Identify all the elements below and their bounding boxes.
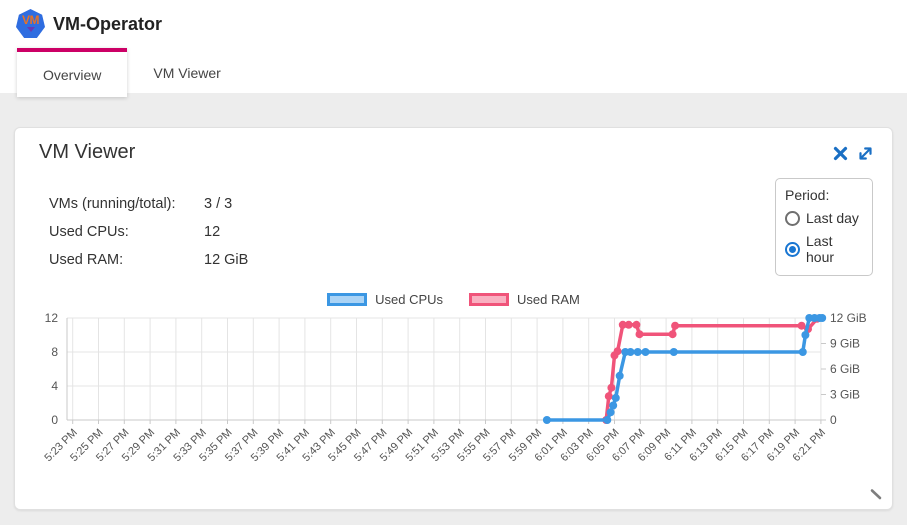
app-title: VM-Operator <box>53 14 163 34</box>
period-label: Period: <box>785 187 830 203</box>
expand-icon[interactable] <box>857 145 874 162</box>
resize-handle-icon[interactable] <box>869 488 883 501</box>
svg-text:12 GiB: 12 GiB <box>830 311 867 325</box>
vm-operator-logo-icon: VM <box>16 9 45 38</box>
svg-text:4: 4 <box>51 379 58 393</box>
period-selector: Period: Last day Last hour <box>775 178 873 276</box>
radio-last-day-label: Last day <box>806 210 859 226</box>
content-area: VM Viewer VMs (running/total): 3 / 3 <box>0 93 907 525</box>
legend-swatch-cpus <box>327 293 368 306</box>
stat-vms-label: VMs (running/total): <box>49 196 176 212</box>
chart-legend: Used CPUs Used RAM <box>15 292 892 307</box>
stats-list: VMs (running/total): 3 / 3 Used CPUs: 12… <box>49 190 248 274</box>
stat-ram-value: 12 GiB <box>204 252 249 268</box>
legend-label-ram: Used RAM <box>517 292 580 307</box>
tab-overview-label: Overview <box>43 66 102 83</box>
stat-vms: VMs (running/total): 3 / 3 <box>49 190 248 218</box>
tab-vm-viewer[interactable]: VM Viewer <box>127 48 246 93</box>
stat-cpus-value: 12 <box>204 224 221 240</box>
card-actions <box>833 145 874 162</box>
stat-ram-label: Used RAM: <box>49 252 124 268</box>
period-option-last-hour[interactable]: Last hour <box>785 233 863 265</box>
stat-vms-value: 3 / 3 <box>204 196 233 212</box>
radio-last-hour-label: Last hour <box>806 233 835 265</box>
chart-area[interactable]: 5:23 PM 5:25 PM 5:27 PM 5:29 PM 5:31 PM 5:33 … <box>19 309 894 506</box>
stat-cpus-label: Used CPUs: <box>49 224 129 240</box>
svg-text:12: 12 <box>45 311 59 325</box>
logo-text: VM <box>22 13 40 27</box>
stat-ram: Used RAM: 12 GiB <box>49 246 248 274</box>
app-header: VM VM-Operator <box>0 0 907 48</box>
svg-text:8: 8 <box>51 345 58 359</box>
radio-last-hour[interactable] <box>785 241 800 257</box>
radio-last-day[interactable] <box>785 210 800 226</box>
svg-text:0: 0 <box>830 413 837 427</box>
svg-text:0: 0 <box>51 413 58 427</box>
card-title: VM Viewer <box>39 141 136 163</box>
svg-text:3 GiB: 3 GiB <box>830 388 860 402</box>
logo-arrow-mark <box>26 27 35 32</box>
tab-vm-viewer-label: VM Viewer <box>153 64 221 81</box>
legend-label-cpus: Used CPUs <box>375 292 444 307</box>
tab-bar: Overview VM Viewer <box>0 48 907 97</box>
legend-item-cpus: Used CPUs <box>327 292 443 307</box>
stat-cpus: Used CPUs: 12 <box>49 218 248 246</box>
usage-chart[interactable]: 5:23 PM5:25 PM5:27 PM5:29 PM5:31 PM5:33 … <box>19 309 894 501</box>
legend-swatch-ram <box>469 293 510 306</box>
period-option-last-day[interactable]: Last day <box>785 210 863 226</box>
svg-text:9 GiB: 9 GiB <box>830 337 860 351</box>
legend-item-ram: Used RAM <box>469 292 580 307</box>
tab-overview[interactable]: Overview <box>17 48 128 97</box>
vm-viewer-card: VM Viewer VMs (running/total): 3 / 3 <box>14 127 893 510</box>
close-icon[interactable] <box>833 146 848 161</box>
svg-text:6 GiB: 6 GiB <box>830 362 860 376</box>
